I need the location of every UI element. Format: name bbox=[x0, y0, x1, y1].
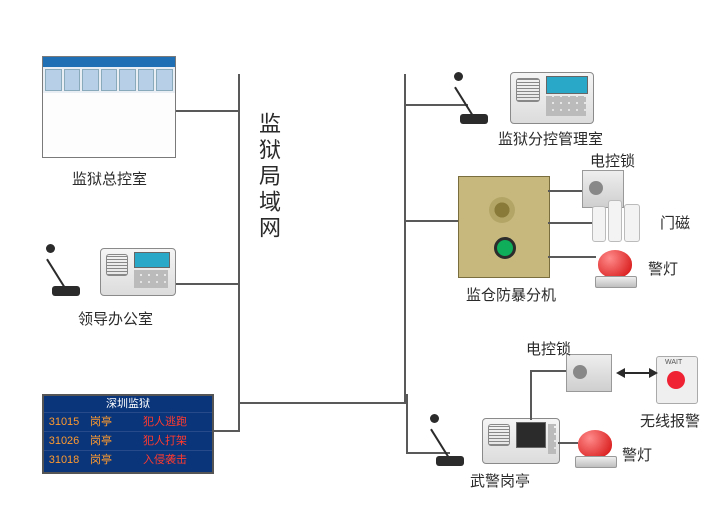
label-alarm1: 警灯 bbox=[648, 258, 678, 279]
label-elock2: 电控锁 bbox=[526, 338, 571, 359]
wall-speaker-icon bbox=[489, 197, 515, 223]
door-magnet bbox=[592, 200, 652, 246]
conn-guard-up bbox=[530, 370, 532, 420]
led-row: 31026 岗亭 犯人打架 bbox=[44, 431, 212, 450]
net-bottom bbox=[238, 402, 406, 404]
label-leader-office: 领导办公室 bbox=[78, 308, 153, 329]
net-left-vert bbox=[238, 74, 240, 404]
conn-leader bbox=[175, 283, 238, 285]
label-cell-unit: 监仓防暴分机 bbox=[466, 284, 556, 305]
conn-alarm1 bbox=[548, 256, 596, 258]
conn-doormag bbox=[548, 222, 592, 224]
conn-led-v bbox=[238, 402, 240, 432]
elock-bottom bbox=[566, 354, 612, 392]
wireless-alarm-button[interactable]: WAIT bbox=[656, 356, 698, 404]
led-title: 深圳监狱 bbox=[44, 396, 212, 412]
center-label: 监狱局域网 bbox=[252, 112, 284, 242]
arrow-line bbox=[625, 372, 649, 374]
conn-cellunit bbox=[406, 220, 458, 222]
led-row: 31015 岗亭 犯人逃跑 bbox=[44, 412, 212, 431]
conn-guard-v bbox=[406, 394, 408, 454]
label-control-room: 监狱总控室 bbox=[72, 168, 147, 189]
conn-led-h bbox=[210, 430, 240, 432]
monitor-content bbox=[43, 93, 175, 153]
conn-subcontrol bbox=[406, 104, 468, 106]
label-alarm2: 警灯 bbox=[622, 444, 652, 465]
subcontrol-intercom bbox=[472, 62, 594, 128]
control-room-monitor bbox=[42, 56, 176, 158]
arrow-right-icon bbox=[649, 368, 658, 378]
lock-cylinder-icon bbox=[589, 181, 603, 195]
label-subcontrol: 监狱分控管理室 bbox=[498, 128, 603, 149]
monitor-toolbar bbox=[43, 67, 175, 93]
conn-guard-to-alarm bbox=[558, 442, 578, 444]
led-panel: 深圳监狱 31015 岗亭 犯人逃跑 31026 岗亭 犯人打架 31018 岗… bbox=[42, 394, 214, 474]
label-wireless: 无线报警 bbox=[640, 410, 700, 431]
wbtn-text: WAIT bbox=[665, 359, 682, 366]
label-guard: 武警岗亭 bbox=[470, 470, 530, 491]
conn-elock bbox=[548, 190, 582, 192]
arrow-left-icon bbox=[616, 368, 625, 378]
led-row: 31018 岗亭 入侵袭击 bbox=[44, 450, 212, 469]
conn-controlroom bbox=[175, 110, 238, 112]
lock-cylinder-icon bbox=[573, 365, 587, 379]
monitor-titlebar bbox=[43, 57, 175, 67]
conn-guard-to-lock bbox=[530, 370, 566, 372]
red-button-icon bbox=[667, 371, 685, 389]
guard-intercom bbox=[448, 408, 560, 468]
label-doormag: 门磁 bbox=[660, 212, 690, 233]
leader-intercom bbox=[64, 236, 174, 300]
label-elock: 电控锁 bbox=[590, 150, 635, 171]
wall-call-button[interactable] bbox=[494, 237, 516, 259]
diagram-stage: 监狱局域网 监狱总控室 领导办公室 深圳监狱 31015 岗亭 犯人逃跑 bbox=[0, 0, 720, 518]
cell-wall-unit bbox=[458, 176, 550, 278]
net-right-vert bbox=[404, 74, 406, 404]
